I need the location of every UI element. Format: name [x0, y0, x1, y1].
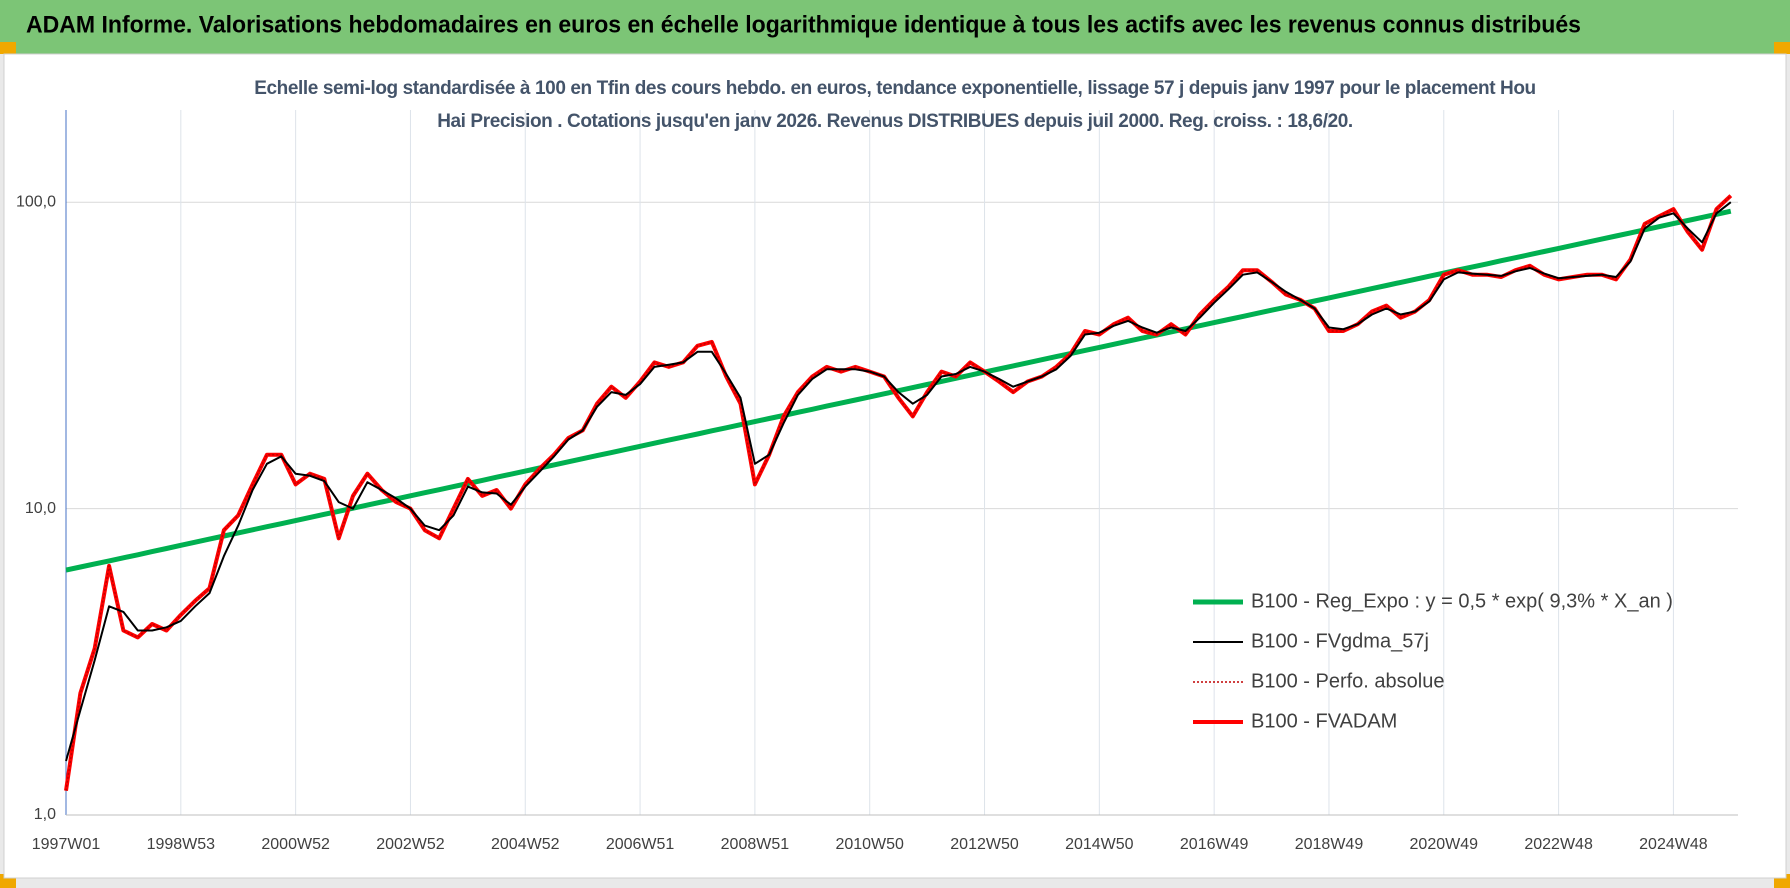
x-tick-label: 2016W49: [1180, 836, 1249, 853]
x-tick-label: 2020W49: [1410, 836, 1479, 853]
y-tick-label: 1,0: [34, 806, 56, 823]
x-tick-label: 2000W52: [261, 836, 330, 853]
x-tick-label: 2006W51: [606, 836, 675, 853]
x-tick-label: 2014W50: [1065, 836, 1134, 853]
legend-label: B100 - FVgdma_57j: [1251, 630, 1429, 652]
x-tick-label: 2018W49: [1295, 836, 1364, 853]
y-tick-label: 10,0: [25, 500, 56, 517]
series-line: [65, 201, 1732, 762]
series-line: [65, 195, 1732, 791]
legend-label: B100 - Perfo. absolue: [1251, 670, 1444, 692]
x-tick-label: 2022W48: [1524, 836, 1593, 853]
chart-area: [3, 53, 1787, 879]
corner: [1774, 42, 1790, 54]
y-tick-label: 100,0: [16, 193, 56, 210]
x-tick-label: 2010W50: [835, 836, 904, 853]
legend-label: B100 - Reg_Expo : y = 0,5 * exp( 9,3% * …: [1251, 590, 1673, 612]
x-tick-label: 2024W48: [1639, 836, 1708, 853]
corner: [0, 42, 16, 54]
x-tick-label: 2012W50: [950, 836, 1019, 853]
x-tick-label: 2008W51: [721, 836, 790, 853]
x-tick-label: 1998W53: [147, 836, 216, 853]
header-bar: [0, 0, 1790, 54]
x-tick-label: 2004W52: [491, 836, 560, 853]
x-tick-label: 2002W52: [376, 836, 445, 853]
x-tick-label: 1997W01: [32, 836, 101, 853]
chart-title: Echelle semi-log standardisée à 100 en T…: [254, 78, 1536, 132]
page-title: ADAM Informe. Valorisations hebdomadaire…: [26, 11, 1581, 38]
legend-label: B100 - FVADAM: [1251, 710, 1397, 732]
